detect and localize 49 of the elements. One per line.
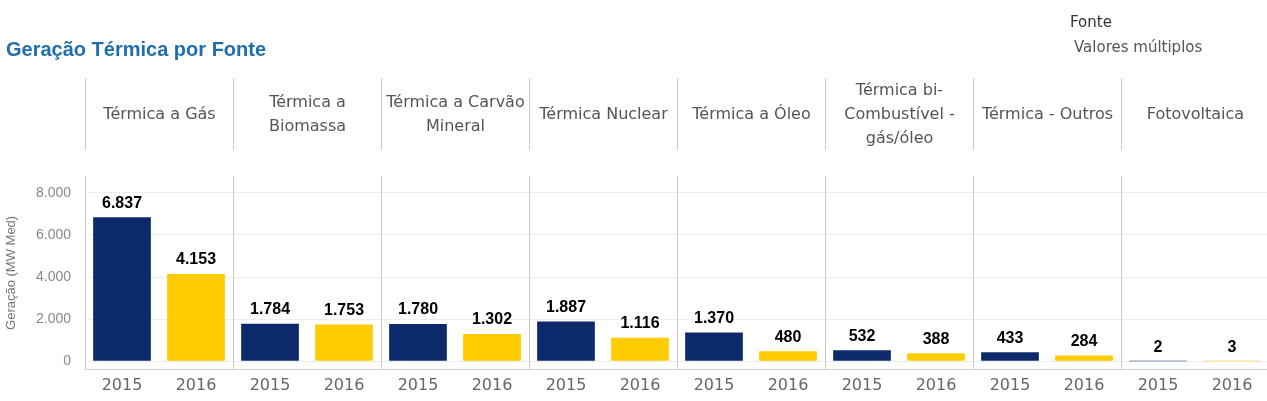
data-label: 532: [848, 326, 876, 344]
y-tick-label: 0: [63, 352, 72, 369]
data-label: 433: [996, 328, 1024, 346]
data-label: 4.153: [175, 250, 217, 268]
x-tick-label: 2015: [841, 374, 883, 394]
data-label: 284: [1070, 331, 1098, 349]
data-label: 1.887: [545, 298, 587, 316]
x-tick-label: 2015: [1137, 374, 1179, 394]
x-tick-label: 2016: [767, 374, 809, 394]
chart-subtitle: Térmica bi-Combustível - gás/óleo: [825, 78, 973, 150]
text: Valores múltiplos: [1073, 37, 1203, 58]
x-tick-label: 2016: [915, 374, 957, 394]
data-label: 480: [774, 327, 802, 345]
y-tick-label: 4.000: [35, 267, 72, 284]
chart-subtitle: Térmica a Gás: [85, 78, 233, 150]
x-tick-label: 2015: [693, 374, 735, 394]
chart-subtitle: Térmica a Carvão Mineral: [381, 78, 529, 150]
data-label: 6.837: [101, 193, 143, 211]
chart-subtitle: Térmica a Biomassa: [233, 78, 381, 150]
y-tick-label: 6.000: [35, 225, 72, 242]
x-tick-label: 2016: [1211, 374, 1253, 394]
x-tick-label: 2016: [175, 374, 217, 394]
chart-subtitle: Térmica - Outros: [973, 78, 1121, 150]
x-tick-label: 2015: [397, 374, 439, 394]
data-label: 1.302: [471, 310, 513, 328]
chart-subtitle: Térmica Nuclear: [529, 78, 677, 150]
y-tick-label: 2.000: [35, 310, 72, 327]
data-label: 1.370: [693, 308, 735, 326]
x-tick-label: 2016: [323, 374, 365, 394]
x-tick-label: 2015: [101, 374, 143, 394]
x-tick-label: 2015: [989, 374, 1031, 394]
text: Fonte: [1070, 12, 1113, 33]
x-tick-label: 2015: [249, 374, 291, 394]
x-tick-label: 2016: [1063, 374, 1105, 394]
x-tick-label: 2015: [545, 374, 587, 394]
y-axis-title: Geração (MW Med): [3, 215, 19, 330]
data-label: 1.780: [397, 300, 439, 318]
chart-subtitle: Térmica a Óleo: [677, 78, 825, 150]
y-tick-label: 8.000: [35, 183, 72, 200]
chart-title: Geração Térmica por Fonte: [6, 38, 267, 61]
data-label: 3: [1227, 337, 1237, 355]
data-label: 1.753: [323, 300, 365, 318]
chart-subtitle: Fotovoltaica: [1121, 78, 1267, 150]
data-label: 1.116: [620, 314, 660, 332]
data-label: 1.784: [249, 300, 291, 318]
data-label: 2: [1153, 337, 1163, 355]
data-label: 388: [922, 329, 950, 347]
x-tick-label: 2016: [619, 374, 661, 394]
x-tick-label: 2016: [471, 374, 513, 394]
